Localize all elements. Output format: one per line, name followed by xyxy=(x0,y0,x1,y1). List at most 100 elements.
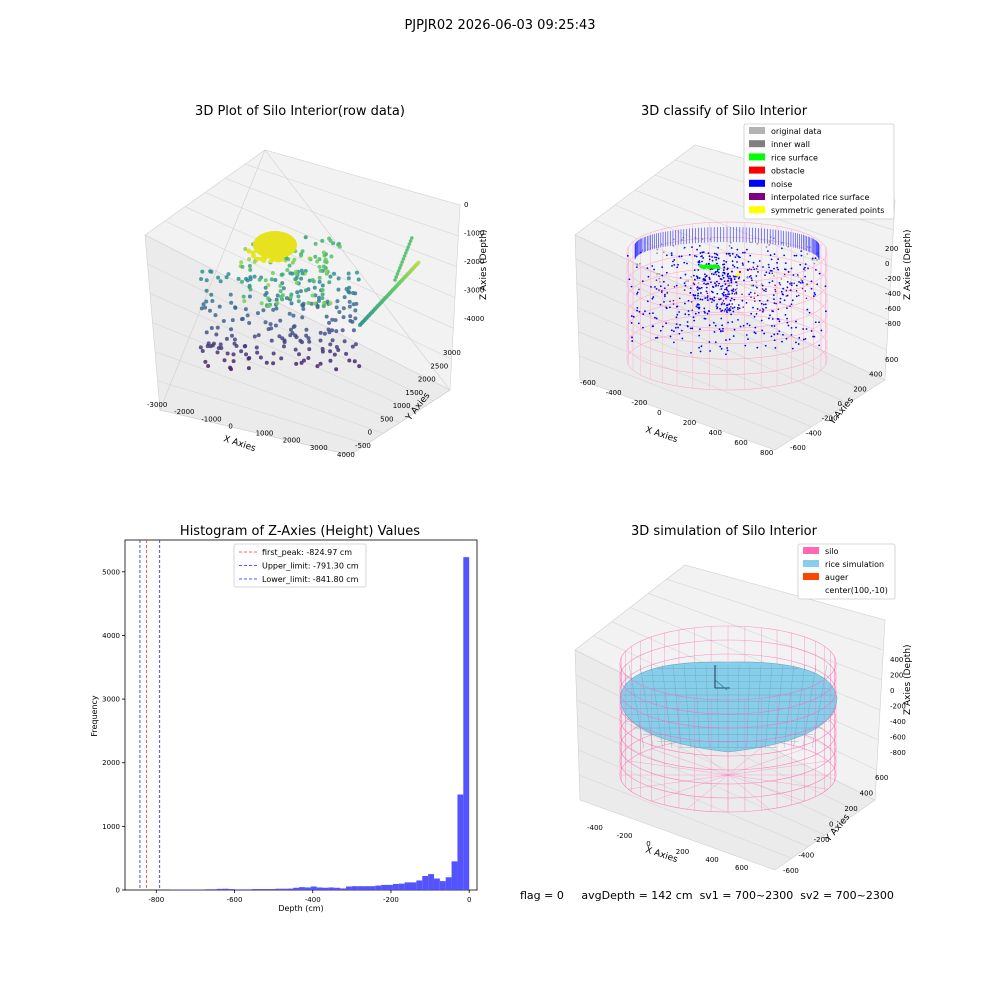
noise-point xyxy=(729,299,732,302)
noise-point xyxy=(648,312,651,315)
chart1-point xyxy=(328,342,333,347)
inner-wall-point xyxy=(746,276,749,279)
x-tick-label: -200 xyxy=(383,896,399,904)
chart1-point xyxy=(224,336,229,341)
noise-point xyxy=(712,273,715,276)
noise-point xyxy=(693,283,696,286)
noise-point xyxy=(694,312,697,315)
noise-point xyxy=(681,337,684,340)
chart4-ztick: -200 xyxy=(890,703,906,711)
chart1-ztick: 0 xyxy=(464,201,468,209)
chart1-point xyxy=(293,277,298,282)
noise-point xyxy=(701,298,704,301)
chart1-point xyxy=(199,306,204,311)
x-tick-label: 0 xyxy=(467,896,471,904)
noise-point xyxy=(659,285,662,288)
chart1-ytick: 500 xyxy=(380,415,393,423)
chart4-xtick: 0 xyxy=(646,840,650,848)
chart1-point xyxy=(336,276,341,281)
chart3-histogram: -800 -600 -400 -200 0 010002000300040005000 … xyxy=(90,539,478,913)
grid-line xyxy=(634,189,891,291)
noise-point xyxy=(700,345,703,348)
noise-point xyxy=(725,295,728,298)
chart1-point xyxy=(318,338,323,343)
noise-point xyxy=(803,266,806,269)
rice-mesh-line xyxy=(694,664,701,749)
noise-point xyxy=(678,255,681,258)
chart3-legend-label: first_peak: -824.97 cm xyxy=(262,548,352,557)
noise-point xyxy=(676,266,679,269)
inner-wall-point xyxy=(788,270,791,273)
noise-point xyxy=(675,316,678,319)
noise-point xyxy=(791,347,794,350)
chart1-point xyxy=(304,333,309,338)
noise-point xyxy=(716,254,719,256)
chart1-point xyxy=(307,256,312,261)
noise-point xyxy=(761,310,764,313)
noise-point xyxy=(756,265,759,268)
interpolated-point xyxy=(667,284,669,286)
inner-wall-point xyxy=(636,265,638,268)
noise-point xyxy=(688,254,691,256)
rice-mesh-line xyxy=(783,664,795,749)
chart1-point xyxy=(289,292,294,297)
noise-point xyxy=(711,259,714,262)
noise-point xyxy=(805,328,808,330)
chart1-point xyxy=(330,317,335,322)
interpolated-point xyxy=(683,289,686,291)
chart1-point xyxy=(347,299,352,304)
chart1-point xyxy=(218,279,223,284)
histogram-bar xyxy=(228,889,235,890)
interpolated-point xyxy=(754,292,756,295)
chart1-point xyxy=(298,289,303,294)
noise-point xyxy=(659,303,662,306)
chart3-reference-lines xyxy=(139,540,161,890)
rice-mesh-line xyxy=(716,664,719,749)
noise-point xyxy=(722,294,725,297)
chart1-point xyxy=(306,355,311,360)
noise-point xyxy=(654,336,657,339)
chart2-ztick: -400 xyxy=(885,290,901,298)
chart1-point xyxy=(293,347,298,352)
noise-point xyxy=(679,324,681,326)
chart1-point xyxy=(307,347,312,352)
chart1-point xyxy=(240,279,245,284)
chart2-legend-label: noise xyxy=(771,180,792,189)
chart1-point xyxy=(205,344,210,349)
chart1-point xyxy=(230,318,235,323)
chart1-point xyxy=(321,304,326,309)
chart1-point xyxy=(248,267,253,272)
interpolated-point xyxy=(717,285,720,287)
inner-wall-point xyxy=(760,283,763,286)
histogram-bar xyxy=(439,881,446,890)
chart1-point xyxy=(406,245,411,249)
chart1-point xyxy=(274,297,279,302)
noise-point xyxy=(753,268,756,271)
inner-wall-point xyxy=(765,246,768,248)
noise-point xyxy=(812,335,815,338)
noise-point xyxy=(795,320,797,323)
chart1-point xyxy=(287,311,292,316)
chart1-point xyxy=(303,235,308,240)
noise-point xyxy=(721,324,724,327)
noise-point xyxy=(708,341,711,343)
status-footer: flag = 0 avgDepth = 142 cm sv1 = 700~230… xyxy=(520,889,894,902)
chart1-point xyxy=(229,300,234,305)
noise-point xyxy=(686,325,689,327)
noise-point xyxy=(765,288,767,291)
noise-point xyxy=(717,271,720,274)
interpolated-point xyxy=(692,282,695,284)
noise-point xyxy=(696,294,699,297)
chart1-point xyxy=(326,327,331,332)
interpolated-point xyxy=(755,268,758,270)
rice-mesh-line xyxy=(811,664,828,749)
noise-point xyxy=(793,254,796,257)
chart1-point xyxy=(270,271,275,276)
noise-point xyxy=(787,324,790,327)
chart1-point xyxy=(332,271,337,276)
noise-point xyxy=(726,347,729,349)
interpolated-point xyxy=(765,290,767,293)
noise-point xyxy=(804,275,807,278)
noise-point xyxy=(687,310,690,312)
interpolated-point xyxy=(690,301,693,303)
